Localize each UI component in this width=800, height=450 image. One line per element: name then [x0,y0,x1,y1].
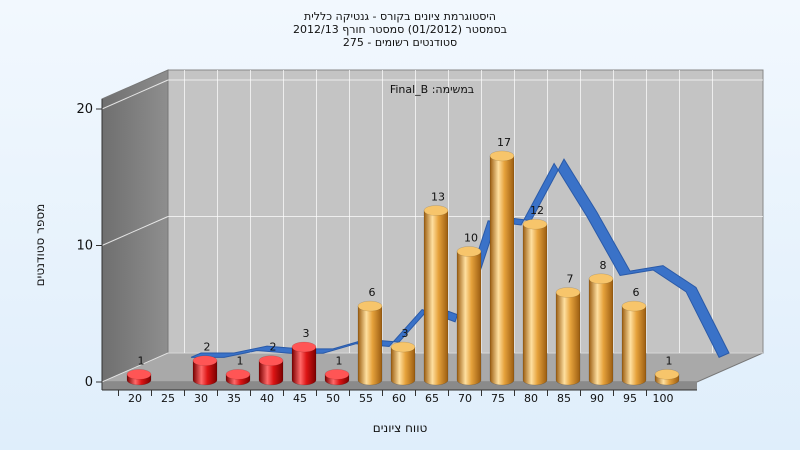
bar-top [126,369,152,380]
bar-value-label: 7 [567,272,574,285]
x-tick-label: 25 [161,392,175,405]
chart-title: היסטוגרמת ציונים בקורס - גנטיקה כללית בס… [0,10,800,49]
bar: 12 [522,204,548,386]
bar-value-label: 6 [633,286,640,299]
x-tick-label: 55 [359,392,373,405]
bar: 6 [357,286,383,386]
inner-label: Final_B :במשימה [390,83,474,96]
bar-value-label: 12 [530,204,544,217]
bar-top [588,273,614,285]
bar-value-label: 8 [600,259,607,272]
bar-value-label: 2 [270,341,277,354]
x-tick-label: 45 [293,392,307,405]
bar: 10 [456,232,482,386]
x-tick-label: 40 [260,392,274,405]
bar-body [621,305,647,386]
chart-title-line-1: היסטוגרמת ציונים בקורס - גנטיקה כללית [304,10,496,23]
bar-value-label: 6 [369,286,376,299]
bar-top [192,355,218,366]
bar-body [456,251,482,386]
side-wall [101,69,169,383]
x-tick-label: 30 [194,392,208,405]
bar-value-label: 2 [204,341,211,354]
y-tick-label: 20 [76,102,93,117]
x-tick-label: 65 [425,392,439,405]
x-tick-label: 100 [653,392,674,405]
bar-top [390,341,416,353]
bar-body [489,155,515,386]
x-tick-label: 85 [557,392,571,405]
bar-top [423,205,449,216]
bar-body [357,305,383,386]
bar: 1 [126,354,152,386]
bar: 1 [225,354,251,386]
bar-value-label: 1 [666,354,673,367]
bar-value-label: 13 [431,191,445,204]
bar-top [654,369,680,380]
bar-top [456,246,482,257]
bar-value-label: 3 [303,327,310,340]
bar: 8 [588,259,614,386]
chart-title-line-3: סטודנטים רשומים - 275 [342,36,458,49]
bar-body [522,223,548,386]
x-tick-label: 75 [491,392,505,405]
bar: 7 [555,272,581,386]
x-tick-label: 90 [590,392,604,405]
bar: 3 [291,327,317,386]
bar: 1 [654,354,680,386]
bar: 6 [621,286,647,386]
y-tick-label: 10 [76,239,93,254]
bar-body [258,360,284,386]
bar-top [324,369,350,380]
chart-title-line-2: בסמסטר (01/2012) סמסטר חורף 2012/13 [293,23,507,36]
x-tick-label: 50 [326,392,340,405]
bar-body [291,346,317,386]
grid-line-side [101,79,169,110]
bar-body [390,346,416,386]
floor-edge [102,382,697,390]
bar-value-label: 1 [336,354,343,367]
bar-body [423,210,449,386]
x-tick-label: 70 [458,392,472,405]
bar-top [258,355,284,366]
bar-body [588,278,614,386]
bar: 3 [390,327,416,386]
bar-value-label: 1 [237,354,244,367]
grid-line-side [101,352,169,383]
bar: 2 [258,341,284,386]
bar-top [621,300,647,312]
x-tick-label: 95 [623,392,637,405]
x-axis-title: טווח ציונים [373,421,428,435]
bar: 13 [423,191,449,386]
bar-top [489,150,515,162]
bar-top [522,218,548,230]
bar-value-label: 3 [402,327,409,340]
bar-body [192,360,218,386]
bar-body [555,292,581,386]
bar-value-label: 17 [497,136,511,149]
x-tick-label: 80 [524,392,538,405]
x-tick-label: 35 [227,392,241,405]
bar: 1 [324,354,350,386]
bar-top [555,287,581,298]
y-tick-label: 0 [85,375,93,390]
bar-top [225,369,251,380]
y-axis-title: מספר סטודנטים [33,204,47,287]
bar: 17 [489,136,515,386]
x-tick-label: 60 [392,392,406,405]
bar-value-label: 1 [138,354,145,367]
x-tick-label: 20 [128,392,142,405]
bar-top [291,341,317,353]
bar-value-label: 10 [464,232,478,245]
bar-top [357,300,383,312]
bar: 2 [192,341,218,386]
grid-line-side [101,216,169,246]
